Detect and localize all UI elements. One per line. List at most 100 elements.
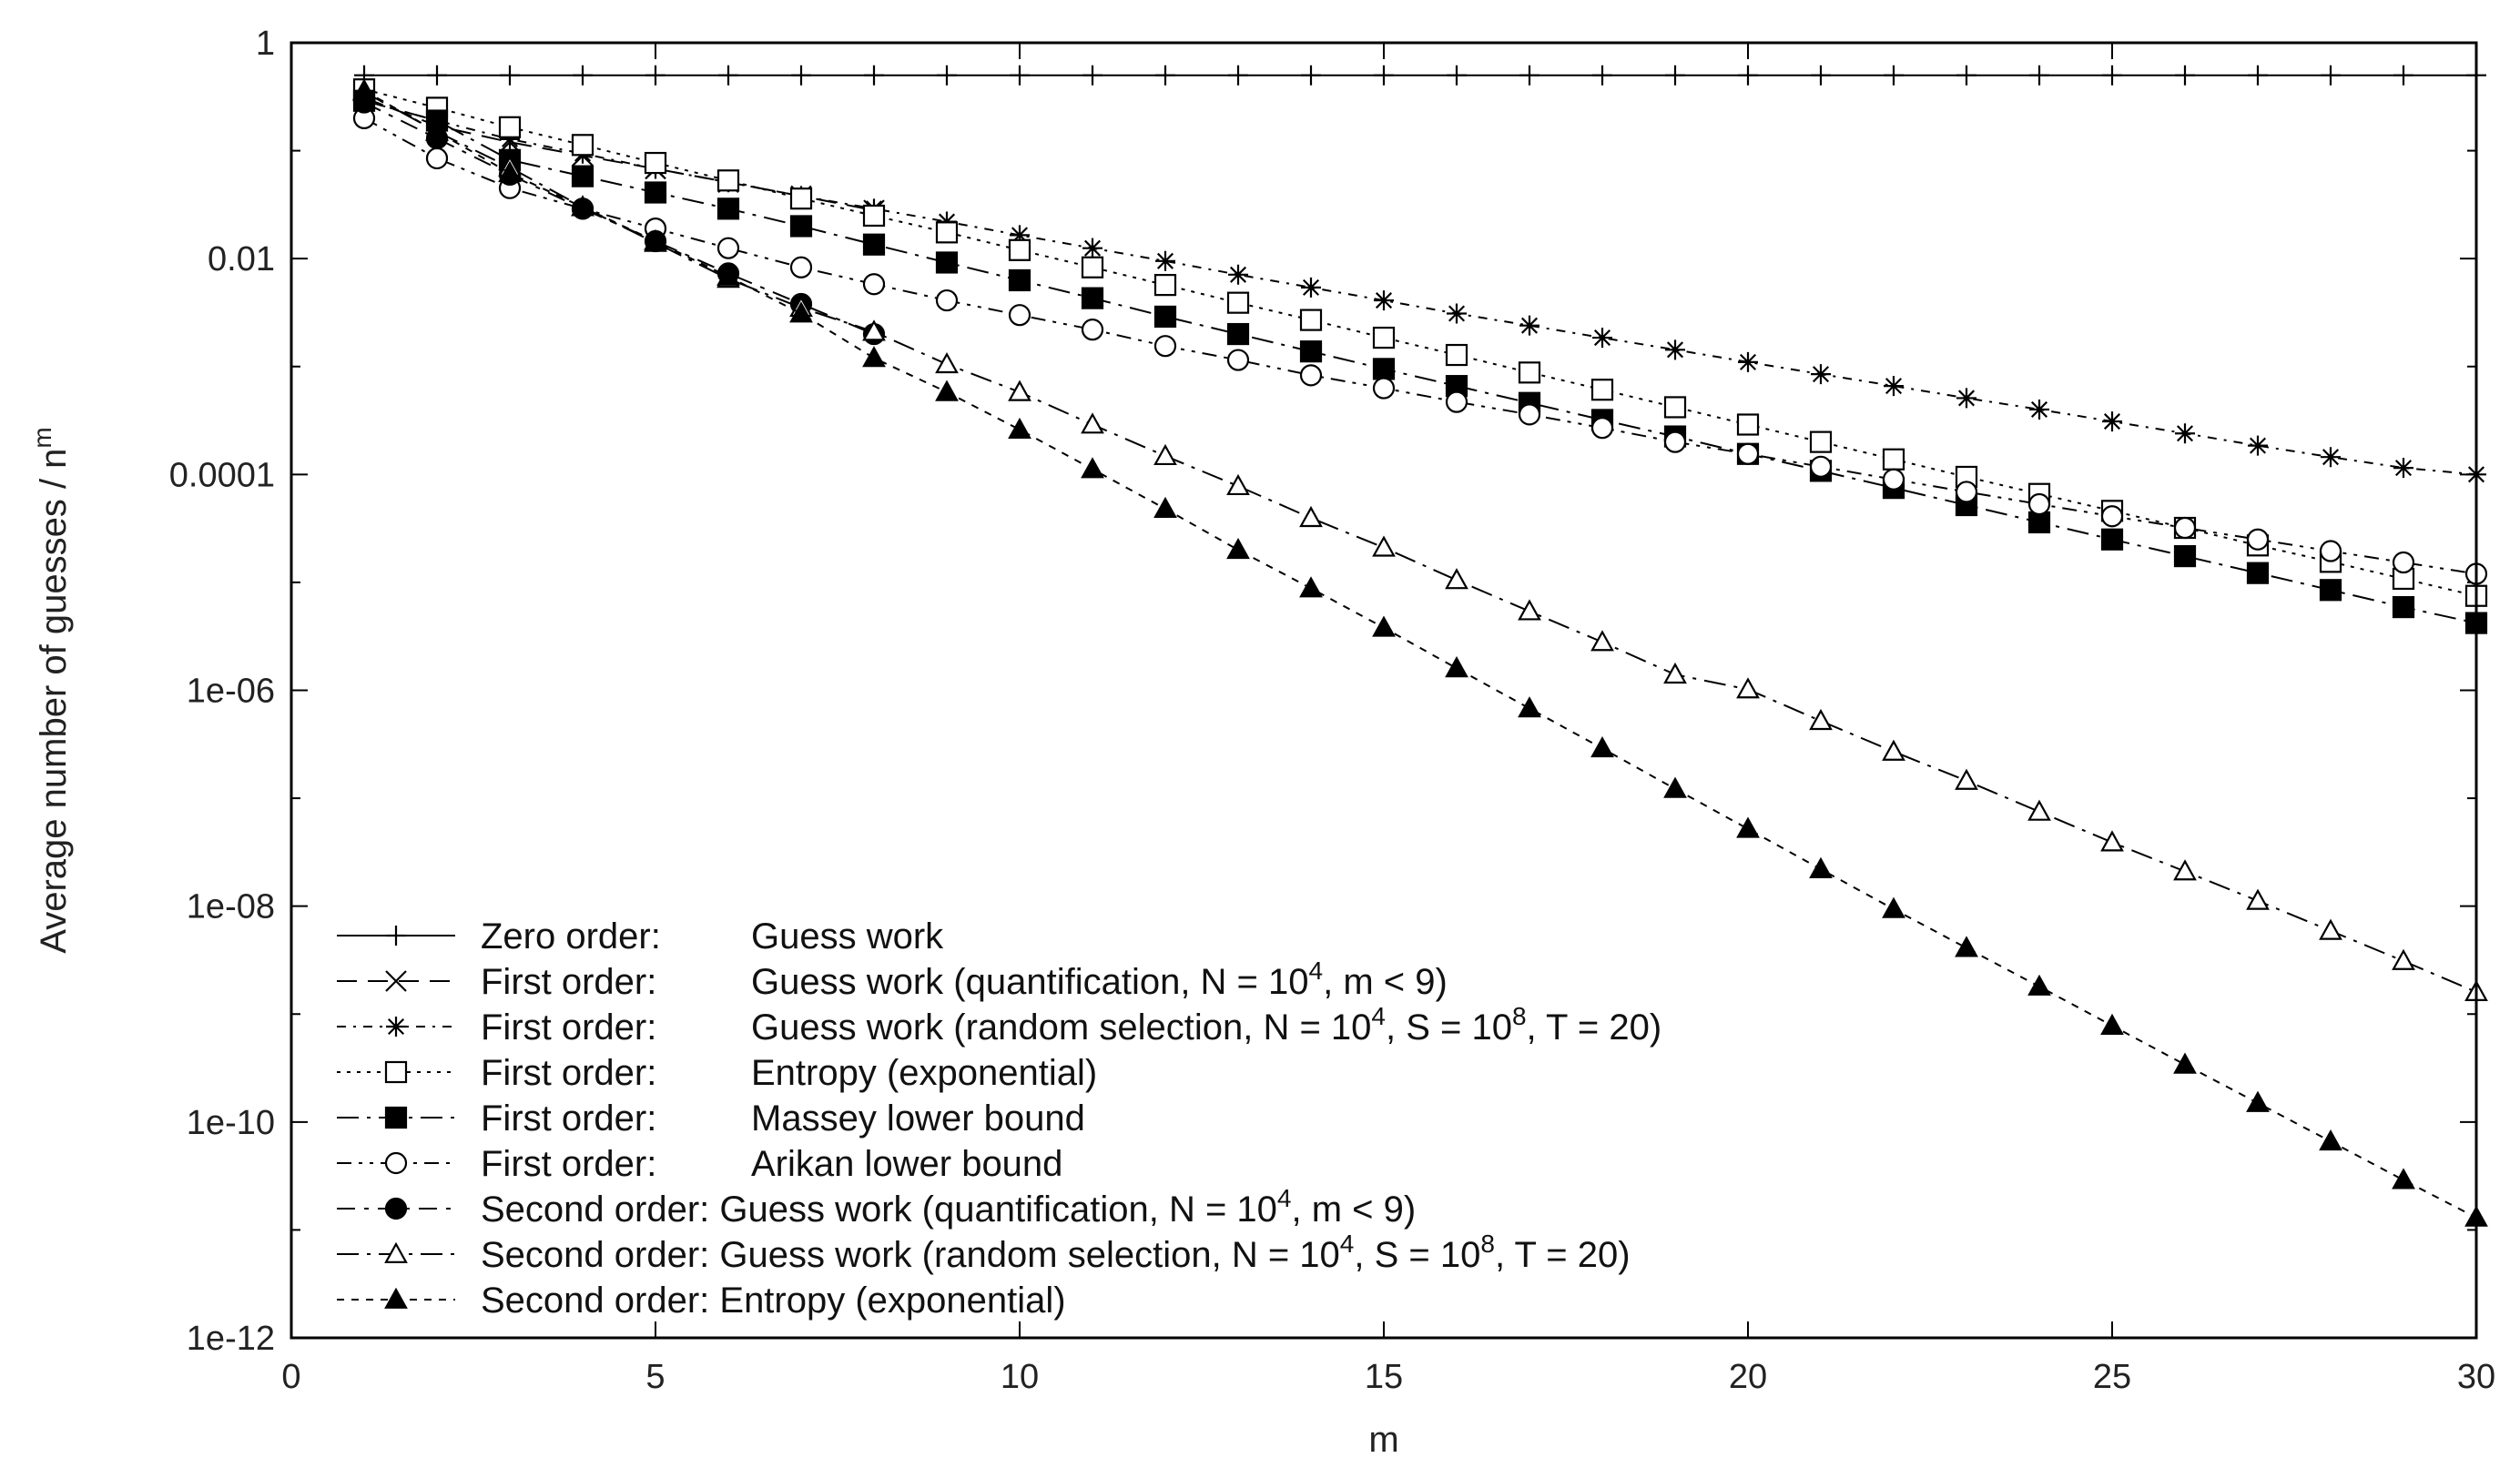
data-point — [2029, 399, 2049, 420]
legend: Zero order: Guess work First order: Guess w… — [337, 916, 1661, 1321]
data-point — [2173, 516, 2197, 540]
legend-sup1: 4 — [1340, 1230, 1355, 1258]
data-point — [1081, 287, 1104, 309]
data-point — [2392, 551, 2415, 574]
data-point — [1736, 677, 1760, 699]
data-point — [1955, 768, 1978, 790]
legend-label: First order: Arikan lower bound — [481, 1144, 1062, 1184]
data-point — [1301, 277, 1321, 298]
y-tick-label: 1e-08 — [187, 888, 275, 926]
data-point — [2100, 528, 2124, 551]
legend-entry: First order: Arikan lower bound — [337, 1144, 1062, 1184]
data-point — [1153, 335, 1177, 358]
data-point — [1663, 776, 1687, 798]
data-point — [1226, 291, 1250, 314]
data-point — [1226, 349, 1250, 371]
data-point — [498, 160, 522, 183]
data-point — [862, 319, 886, 341]
axis-labels: 0 5 10 15 20 25 30 1e-12 1e-10 1e-08 1e-06 0.0001 0.… — [169, 25, 2495, 1396]
x-axis-title: m — [1368, 1420, 1398, 1460]
legend-label: Guess work — [751, 916, 944, 957]
data-point — [1155, 65, 1175, 86]
x-tick-label: 0 — [281, 1358, 300, 1396]
data-point — [935, 380, 959, 401]
series-line — [363, 101, 875, 336]
legend-label: Guess work (random selection, N = 10 — [751, 1007, 1371, 1048]
legend-label: First order: Guess work (random selection… — [481, 1002, 1661, 1048]
y-axis-title-superscript: m — [28, 427, 56, 448]
data-point — [1299, 309, 1323, 331]
data-point — [2321, 65, 2341, 86]
data-point — [935, 251, 959, 274]
legend-tail: , T = 20) — [1495, 1235, 1631, 1275]
data-point — [2321, 447, 2341, 468]
series-line — [363, 88, 2477, 597]
legend-label: Second order: Guess work (quantification… — [481, 1184, 1416, 1230]
plot-area-frame — [290, 41, 2478, 1340]
legend-entry: Second order: Entropy (exponential) — [337, 1281, 1066, 1321]
legend-prefix: Zero order: — [481, 916, 661, 957]
data-point — [1590, 417, 1614, 440]
data-point — [1665, 339, 1685, 360]
data-point — [1447, 65, 1467, 86]
data-point — [1445, 568, 1468, 590]
data-point — [2319, 918, 2342, 940]
x-tick-label: 15 — [1365, 1358, 1403, 1396]
data-point — [2173, 859, 2197, 881]
data-point — [716, 169, 740, 192]
data-point — [789, 215, 813, 238]
data-point — [718, 65, 738, 86]
data-point — [1226, 322, 1250, 346]
data-point — [1956, 388, 1976, 409]
data-point — [1372, 326, 1396, 349]
data-point — [1665, 65, 1685, 86]
data-point — [1082, 238, 1102, 258]
data-point — [1518, 361, 1541, 384]
legend-label: First order: Massey lower bound — [481, 1098, 1085, 1139]
data-point — [1736, 413, 1760, 436]
legend-prefix: First order: — [481, 1053, 656, 1093]
data-point — [1010, 225, 1030, 246]
legend-label: Arikan lower bound — [751, 1144, 1062, 1184]
data-point — [644, 181, 667, 204]
data-point — [935, 289, 959, 312]
data-point — [1153, 496, 1177, 519]
data-point — [2392, 1168, 2415, 1189]
legend-label: First order: Entropy (exponential) — [481, 1053, 1097, 1093]
y-tick-label: 1 — [256, 25, 275, 63]
legend-sup1: 4 — [1277, 1184, 1292, 1212]
legend-entry: First order: Massey lower bound — [337, 1098, 1085, 1139]
data-point — [1081, 256, 1104, 278]
data-point — [427, 65, 447, 86]
data-point — [1518, 403, 1541, 426]
data-point — [1519, 315, 1539, 336]
data-point — [1372, 358, 1396, 380]
data-point — [862, 346, 886, 368]
data-point — [2175, 423, 2195, 444]
data-point — [935, 221, 959, 244]
x-tick-label: 5 — [645, 1358, 665, 1396]
data-point — [1008, 238, 1031, 261]
data-point — [2393, 65, 2413, 86]
data-point — [1809, 856, 1833, 878]
data-point — [1081, 412, 1104, 434]
data-point — [1736, 442, 1760, 465]
data-point — [1299, 364, 1323, 387]
data-point — [425, 147, 449, 170]
data-point — [1884, 65, 1904, 86]
data-point — [1228, 65, 1248, 86]
data-point — [2319, 579, 2342, 602]
data-point — [1155, 250, 1175, 271]
data-point — [2029, 65, 2049, 86]
data-point — [498, 116, 522, 138]
data-point — [716, 237, 740, 259]
data-point — [1081, 319, 1104, 341]
data-point — [2392, 948, 2415, 970]
legend-prefix: First order: — [481, 962, 656, 1002]
data-point — [935, 351, 959, 374]
data-point — [1592, 65, 1612, 86]
data-point — [1008, 268, 1031, 292]
data-point — [571, 195, 594, 217]
legend-marker — [385, 970, 407, 992]
